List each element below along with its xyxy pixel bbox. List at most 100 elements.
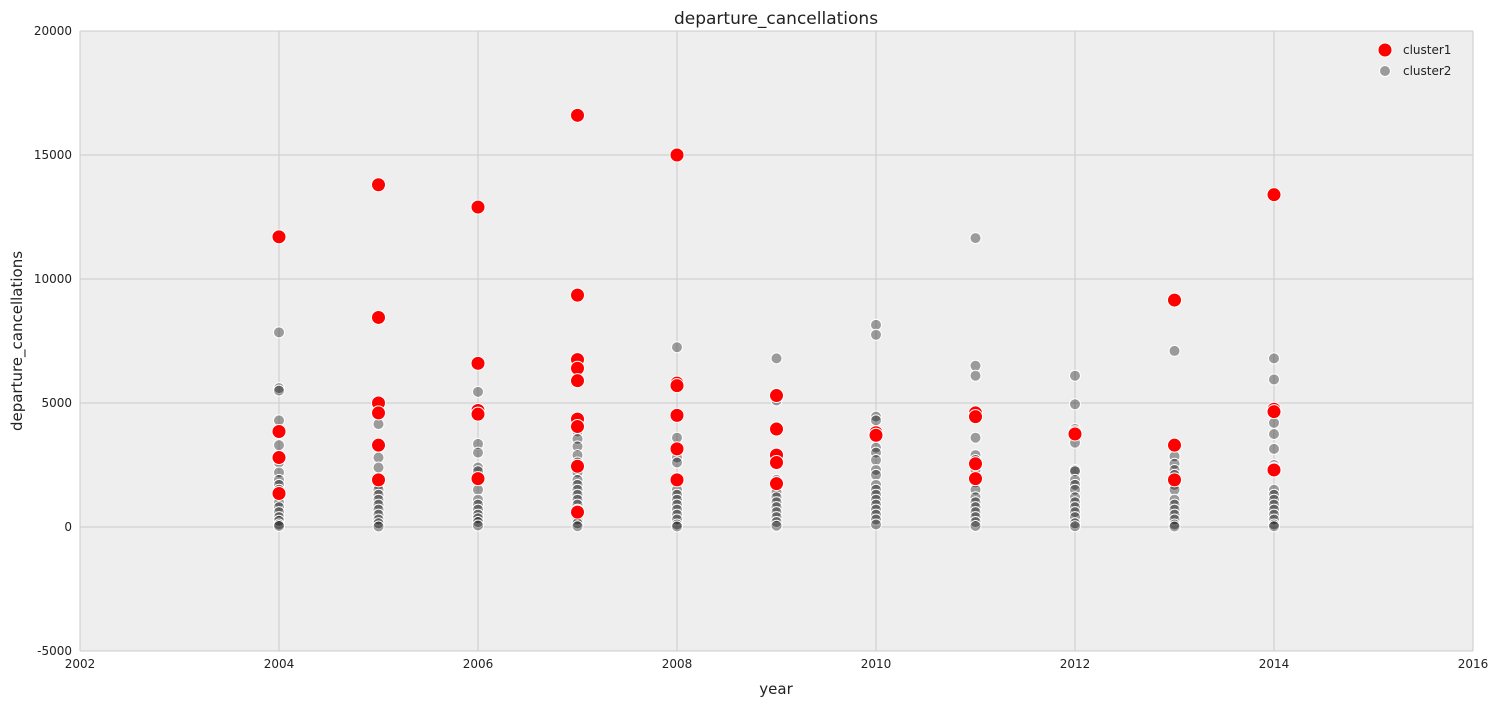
- point-cluster2: [472, 503, 484, 516]
- point-cluster1: [769, 455, 784, 471]
- point-cluster2: [571, 440, 584, 453]
- point-cluster1: [669, 472, 685, 488]
- point-cluster2: [770, 496, 783, 509]
- tick-labels: 2002 2004 2006 2008 2010 2012 2014 2016 -5000 0 50…: [34, 24, 1488, 671]
- point-cluster2: [1168, 503, 1181, 516]
- legend-marker-cluster2: [1379, 65, 1391, 77]
- point-cluster2: [770, 352, 783, 365]
- point-cluster2: [870, 488, 882, 501]
- point-cluster2: [273, 384, 285, 397]
- point-cluster2: [870, 478, 882, 491]
- point-cluster1: [1067, 426, 1083, 442]
- x-tick-label: 2010: [861, 657, 892, 671]
- point-cluster2: [372, 498, 385, 511]
- y-tick-label: 10000: [34, 272, 72, 286]
- point-cluster1: [271, 486, 287, 502]
- point-cluster2: [969, 506, 982, 519]
- point-cluster2: [870, 318, 882, 331]
- point-cluster2: [1168, 344, 1181, 357]
- point-cluster2: [1268, 513, 1280, 526]
- point-cluster2: [1268, 488, 1280, 501]
- point-cluster2: [1268, 498, 1280, 511]
- y-tick-label: 20000: [34, 24, 72, 38]
- point-cluster1: [570, 504, 585, 520]
- point-cluster2: [969, 516, 982, 529]
- point-cluster2: [870, 493, 882, 506]
- x-tick-label: 2008: [662, 657, 693, 671]
- point-cluster2: [1168, 493, 1181, 506]
- y-tick-label: -5000: [37, 644, 72, 658]
- point-cluster2: [671, 508, 683, 521]
- point-cluster2: [472, 498, 484, 511]
- x-tick-label: 2014: [1259, 657, 1290, 671]
- point-cluster1: [371, 472, 386, 488]
- point-cluster2: [273, 506, 285, 519]
- point-cluster2: [1268, 442, 1280, 455]
- point-cluster2: [969, 511, 982, 524]
- plot-background: [80, 31, 1473, 651]
- point-cluster2: [571, 478, 584, 491]
- point-cluster2: [1268, 493, 1280, 506]
- point-cluster2: [870, 410, 882, 423]
- point-cluster2: [870, 498, 882, 511]
- point-cluster2: [870, 518, 882, 531]
- point-cluster2: [472, 519, 484, 532]
- point-cluster2: [1168, 498, 1181, 511]
- legend-label-cluster2: cluster2: [1403, 64, 1451, 78]
- point-cluster2: [1268, 428, 1280, 440]
- point-cluster1: [371, 437, 386, 453]
- point-cluster1: [1266, 404, 1282, 420]
- point-cluster2: [770, 506, 783, 519]
- point-cluster2: [1268, 352, 1280, 365]
- point-cluster1: [669, 378, 685, 394]
- point-cluster2: [969, 232, 982, 245]
- point-cluster1: [769, 421, 784, 437]
- point-cluster2: [1268, 483, 1280, 496]
- grid-lines: [79, 30, 1474, 652]
- point-cluster2: [870, 463, 882, 476]
- point-cluster1: [271, 229, 287, 245]
- x-tick-label: 2016: [1458, 657, 1489, 671]
- point-cluster2: [372, 503, 385, 516]
- point-cluster2: [372, 493, 385, 506]
- point-cluster2: [870, 503, 882, 516]
- point-cluster2: [1069, 369, 1081, 382]
- point-cluster2: [1069, 465, 1081, 478]
- x-tick-label: 2002: [65, 657, 96, 671]
- point-cluster1: [868, 427, 884, 443]
- point-cluster2: [770, 516, 783, 529]
- point-cluster1: [470, 406, 486, 422]
- point-cluster2: [571, 473, 584, 486]
- point-cluster2: [273, 520, 285, 533]
- point-cluster2: [372, 520, 385, 533]
- y-tick-label: 15000: [34, 148, 72, 162]
- point-cluster1: [769, 476, 784, 492]
- point-cluster2: [870, 508, 882, 521]
- legend-label-cluster1: cluster1: [1403, 43, 1451, 57]
- point-cluster2: [372, 451, 385, 464]
- point-cluster2: [870, 328, 882, 341]
- point-cluster1: [968, 456, 983, 472]
- point-cluster2: [969, 496, 982, 509]
- y-tick-label: 0: [64, 520, 72, 534]
- x-tick-label: 2012: [1060, 657, 1091, 671]
- point-cluster2: [1069, 520, 1081, 533]
- point-cluster2: [671, 341, 683, 354]
- point-cluster1: [570, 419, 585, 435]
- point-cluster2: [571, 520, 584, 533]
- point-cluster1: [271, 450, 287, 466]
- point-cluster2: [969, 369, 982, 382]
- point-cluster2: [1069, 491, 1081, 504]
- point-cluster1: [669, 147, 685, 163]
- point-cluster2: [671, 498, 683, 511]
- point-cluster2: [671, 488, 683, 501]
- point-cluster2: [671, 456, 683, 469]
- point-cluster2: [1069, 398, 1081, 411]
- point-cluster1: [470, 199, 486, 215]
- point-cluster2: [273, 501, 285, 514]
- point-cluster2: [372, 488, 385, 501]
- point-cluster2: [1168, 508, 1181, 521]
- point-cluster2: [472, 385, 484, 398]
- point-cluster2: [571, 488, 584, 501]
- point-cluster1: [1167, 292, 1182, 308]
